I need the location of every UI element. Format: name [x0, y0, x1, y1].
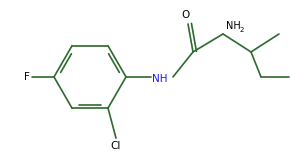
Text: NH: NH: [226, 21, 241, 31]
Text: 2: 2: [240, 27, 244, 33]
Text: O: O: [181, 10, 189, 20]
Text: NH: NH: [152, 74, 168, 84]
Text: F: F: [24, 72, 30, 82]
Text: Cl: Cl: [111, 141, 121, 151]
